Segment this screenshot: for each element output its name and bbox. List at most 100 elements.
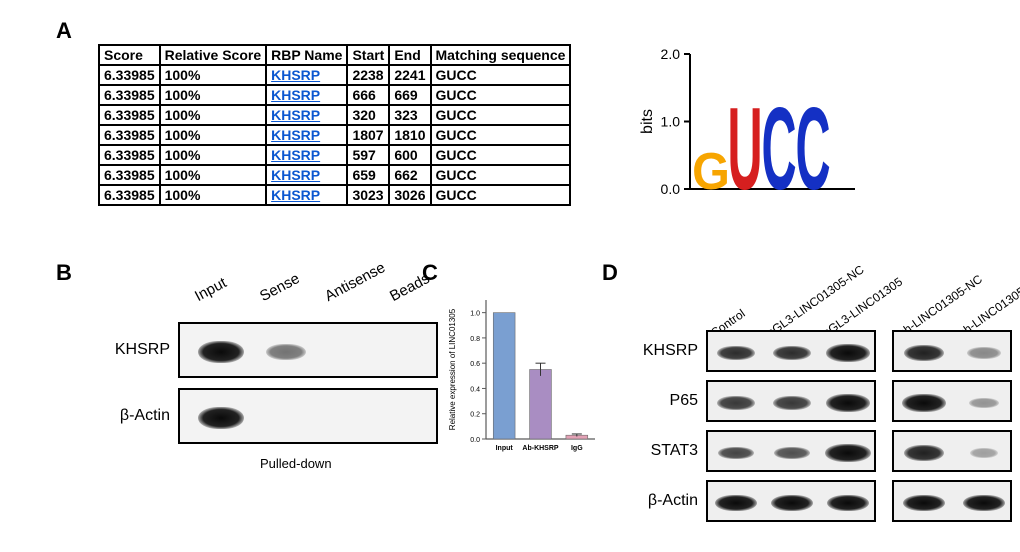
table-cell: 100% [160,105,267,125]
rbp-link[interactable]: KHSRP [271,147,320,163]
table-col-4: End [389,45,430,65]
rbp-link[interactable]: KHSRP [271,67,320,83]
panel-d-lane-label: pGL3-LINC01305-NC [764,262,867,340]
table-cell: 3026 [389,185,430,205]
table-cell: 669 [389,85,430,105]
row-label-khsrp: KHSRP [88,341,178,359]
blot-khsrp [178,322,438,378]
table-cell: 1810 [389,125,430,145]
band [718,447,754,459]
table-col-0: Score [99,45,160,65]
svg-text:IgG: IgG [571,445,583,452]
pulled-down-caption: Pulled-down [260,456,332,471]
table-cell: KHSRP [266,85,347,105]
table-cell: 6.33985 [99,105,160,125]
table-cell: 666 [347,85,389,105]
panel-d-row-label: KHSRP [626,342,706,360]
panel-b-lane-headers: InputSenseAntisenseBeads [200,288,460,305]
band [771,495,813,511]
panel-d-row: KHSRP [626,330,1012,372]
table-col-1: Relative Score [160,45,267,65]
band [825,444,871,462]
table-cell: GUCC [431,125,571,145]
svg-text:G: G [692,143,730,201]
band [773,396,811,410]
table-cell: 100% [160,85,267,105]
panel-d-blots: KHSRPP65STAT3β-Actin [626,330,1012,530]
band [266,344,306,360]
table-row: 6.33985100%KHSRP22382241GUCC [99,65,570,85]
svg-text:U: U [727,84,762,214]
band [904,345,944,361]
band [963,495,1005,511]
table-cell: GUCC [431,105,571,125]
table-cell: 100% [160,125,267,145]
rbp-link[interactable]: KHSRP [271,187,320,203]
table-row: 6.33985100%KHSRP597600GUCC [99,145,570,165]
panel-b-lane-label: Beads [387,259,452,305]
table-row: 6.33985100%KHSRP18071810GUCC [99,125,570,145]
panel-label-d: D [602,260,618,286]
blot-box-right [892,380,1012,422]
band [903,495,945,511]
table-cell: GUCC [431,65,571,85]
band [198,341,244,363]
band [717,346,755,360]
table-cell: 662 [389,165,430,185]
panel-b-lane-label: Input [192,259,257,305]
svg-text:Relative expression of LINC013: Relative expression of LINC01305 [448,308,457,430]
table-cell: 6.33985 [99,165,160,185]
rbp-link[interactable]: KHSRP [271,127,320,143]
panel-label-a: A [56,18,72,44]
panel-b-lane-label: Sense [257,259,322,305]
table-cell: GUCC [431,145,571,165]
panel-d-row: P65 [626,380,1012,422]
table-cell: 2241 [389,65,430,85]
blot-bactin [178,388,438,444]
svg-text:1.0: 1.0 [661,114,681,130]
band [827,495,869,511]
table-cell: GUCC [431,85,571,105]
rbp-link[interactable]: KHSRP [271,107,320,123]
blot-box-left [706,430,876,472]
blot-box-left [706,380,876,422]
svg-text:0.0: 0.0 [661,181,681,197]
blot-box-right [892,480,1012,522]
band [970,448,998,458]
panel-d-row: STAT3 [626,430,1012,472]
figure: A B C D ScoreRelative ScoreRBP NameStart… [0,0,1020,552]
table-cell: 6.33985 [99,145,160,165]
table-cell: 100% [160,185,267,205]
band [969,398,999,408]
band [717,396,755,410]
band [902,394,946,412]
table-cell: 6.33985 [99,125,160,145]
table-col-3: Start [347,45,389,65]
svg-text:0.6: 0.6 [470,361,480,368]
svg-text:0.0: 0.0 [470,437,480,444]
table-cell: 3023 [347,185,389,205]
blot-box-left [706,330,876,372]
rbp-link[interactable]: KHSRP [271,167,320,183]
table-cell: KHSRP [266,165,347,185]
band [967,347,1001,359]
panel-d-row-label: STAT3 [626,442,706,460]
table-cell: 600 [389,145,430,165]
table-cell: 323 [389,105,430,125]
table-row: 6.33985100%KHSRP659662GUCC [99,165,570,185]
table-cell: 100% [160,165,267,185]
table-row: 6.33985100%KHSRP 320323GUCC [99,105,570,125]
table-cell: 659 [347,165,389,185]
table-cell: 6.33985 [99,185,160,205]
row-label-bactin: β-Actin [88,407,178,425]
panel-b-blots: KHSRP β-Actin [88,322,438,444]
svg-text:2.0: 2.0 [661,46,681,62]
svg-text:0.2: 0.2 [470,412,480,419]
band [715,495,757,511]
table-cell: 320 [347,105,389,125]
panel-b-lane-label: Antisense [322,259,387,305]
blot-box-right [892,330,1012,372]
panel-d-row-label: P65 [626,392,706,410]
table-cell: KHSRP [266,105,347,125]
rbp-link[interactable]: KHSRP [271,87,320,103]
